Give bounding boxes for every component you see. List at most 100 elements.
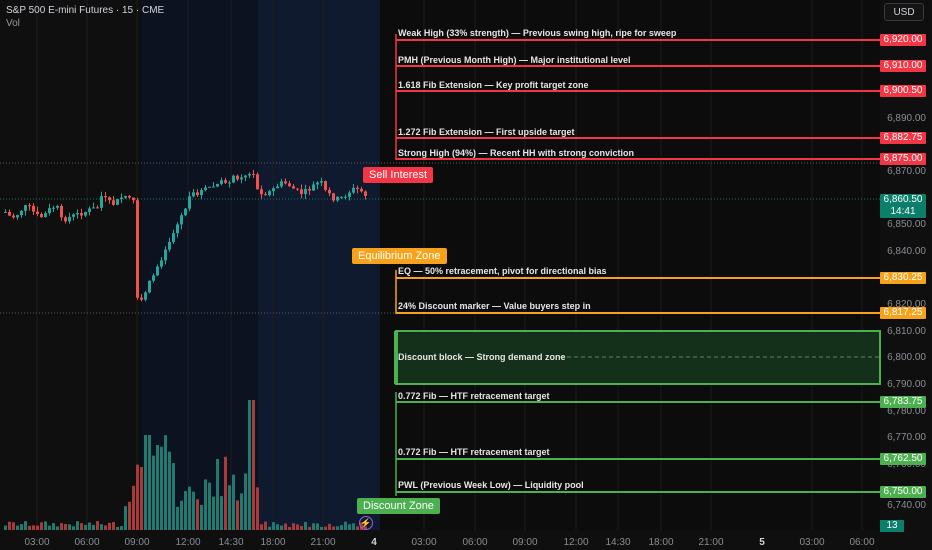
volume-bar (204, 479, 207, 530)
volume-bar (328, 523, 331, 530)
candle-body (344, 196, 347, 198)
time-tick: 21:00 (698, 537, 724, 548)
level-label: Discount block — Strong demand zone (398, 352, 566, 362)
candle-body (364, 191, 367, 196)
candle-body (92, 207, 95, 209)
candle-body (348, 192, 351, 197)
candle-body (220, 180, 223, 184)
level-price-badge: 6,783.75 (880, 396, 926, 408)
time-tick: 21:00 (310, 537, 336, 548)
volume-bar (140, 466, 143, 530)
volume-bar (336, 526, 339, 530)
candle-body (300, 189, 303, 195)
volume-bar (12, 522, 15, 530)
candle-body (204, 187, 207, 191)
symbol-title[interactable]: S&P 500 E-mini Futures · 15 · CME (6, 5, 165, 16)
candle-body (360, 188, 363, 192)
volume-bar (292, 523, 295, 530)
candle-body (116, 199, 119, 205)
volume-bar (236, 500, 239, 530)
volume-value-badge: 13 (880, 520, 904, 532)
volume-bar (320, 526, 323, 530)
price-tick: 6,780.00 (887, 406, 926, 417)
candle-body (140, 297, 143, 300)
volume-bar (228, 485, 231, 530)
volume-bars (4, 400, 367, 530)
discount-zone-tag[interactable]: Discount Zone (357, 498, 440, 514)
candle-body (272, 188, 275, 192)
candle-body (192, 192, 195, 197)
level-price-badge: 6,875.00 (880, 153, 926, 165)
candle-body (252, 174, 255, 176)
candle-body (208, 186, 211, 188)
candle-body (336, 196, 339, 201)
volume-bar (192, 491, 195, 530)
candle-body (44, 213, 47, 218)
volume-bar (288, 526, 291, 530)
candle-body (356, 187, 359, 189)
candle-body (264, 194, 267, 196)
time-tick: 14:30 (218, 537, 244, 548)
volume-bar (144, 435, 147, 530)
candle-body (212, 186, 215, 188)
sell-interest-tag[interactable]: Sell Interest (363, 167, 434, 183)
volume-bar (84, 524, 87, 530)
candle-body (56, 206, 59, 208)
candle-body (152, 275, 155, 281)
volume-bar (300, 525, 303, 530)
time-tick: 03:00 (799, 537, 825, 548)
level-label: 1.618 Fib Extension — Key profit target … (398, 80, 589, 90)
volume-bar (116, 526, 119, 530)
candle-body (224, 180, 227, 183)
volume-indicator-label[interactable]: Vol (6, 18, 20, 29)
candle-body (268, 191, 271, 196)
candle-body (160, 260, 163, 267)
time-tick: 09:00 (512, 537, 538, 548)
current-price-badge: 6,860.50 14:41 (880, 194, 926, 218)
volume-bar (68, 524, 71, 530)
candle-body (328, 189, 331, 194)
candle-body (316, 182, 319, 185)
candle-body (4, 211, 7, 213)
candle-body (340, 196, 343, 198)
level-label: 24% Discount marker — Value buyers step … (398, 301, 591, 311)
currency-button[interactable]: USD (884, 3, 924, 21)
candle-body (176, 224, 179, 234)
volume-bar (176, 506, 179, 530)
candle-body (296, 188, 299, 190)
price-tick: 6,850.00 (887, 219, 926, 230)
volume-bar (172, 463, 175, 530)
volume-bar (16, 525, 19, 530)
volume-bar (260, 524, 263, 530)
candle-body (240, 177, 243, 180)
candle-body (80, 213, 83, 216)
candle-body (128, 196, 131, 198)
volume-bar (268, 526, 271, 530)
candle-body (48, 208, 51, 214)
price-tick: 6,820.00 (887, 299, 926, 310)
candle-body (256, 174, 259, 190)
time-tick: 03:00 (24, 537, 50, 548)
candle-body (228, 182, 231, 184)
candle-body (16, 215, 19, 218)
equilibrium-zone-tag[interactable]: Equilibrium Zone (352, 248, 447, 264)
volume-bar (212, 496, 215, 530)
candle-body (164, 249, 167, 261)
volume-bar (316, 523, 319, 530)
candle-body (32, 205, 35, 212)
volume-bar (96, 521, 99, 530)
volume-bar (92, 524, 95, 530)
candle-body (84, 211, 87, 216)
volume-bar (296, 524, 299, 530)
price-tick: 6,890.00 (887, 113, 926, 124)
candle-body (324, 181, 327, 190)
bar-countdown: 14:41 (890, 206, 916, 217)
volume-bar (108, 522, 111, 530)
price-candles (4, 169, 367, 302)
volume-bar (112, 522, 115, 530)
lightning-icon[interactable]: ⚡ (359, 516, 373, 530)
candle-body (132, 197, 135, 201)
level-label: PWL (Previous Week Low) — Liquidity pool (398, 480, 584, 490)
volume-bar (244, 473, 247, 530)
